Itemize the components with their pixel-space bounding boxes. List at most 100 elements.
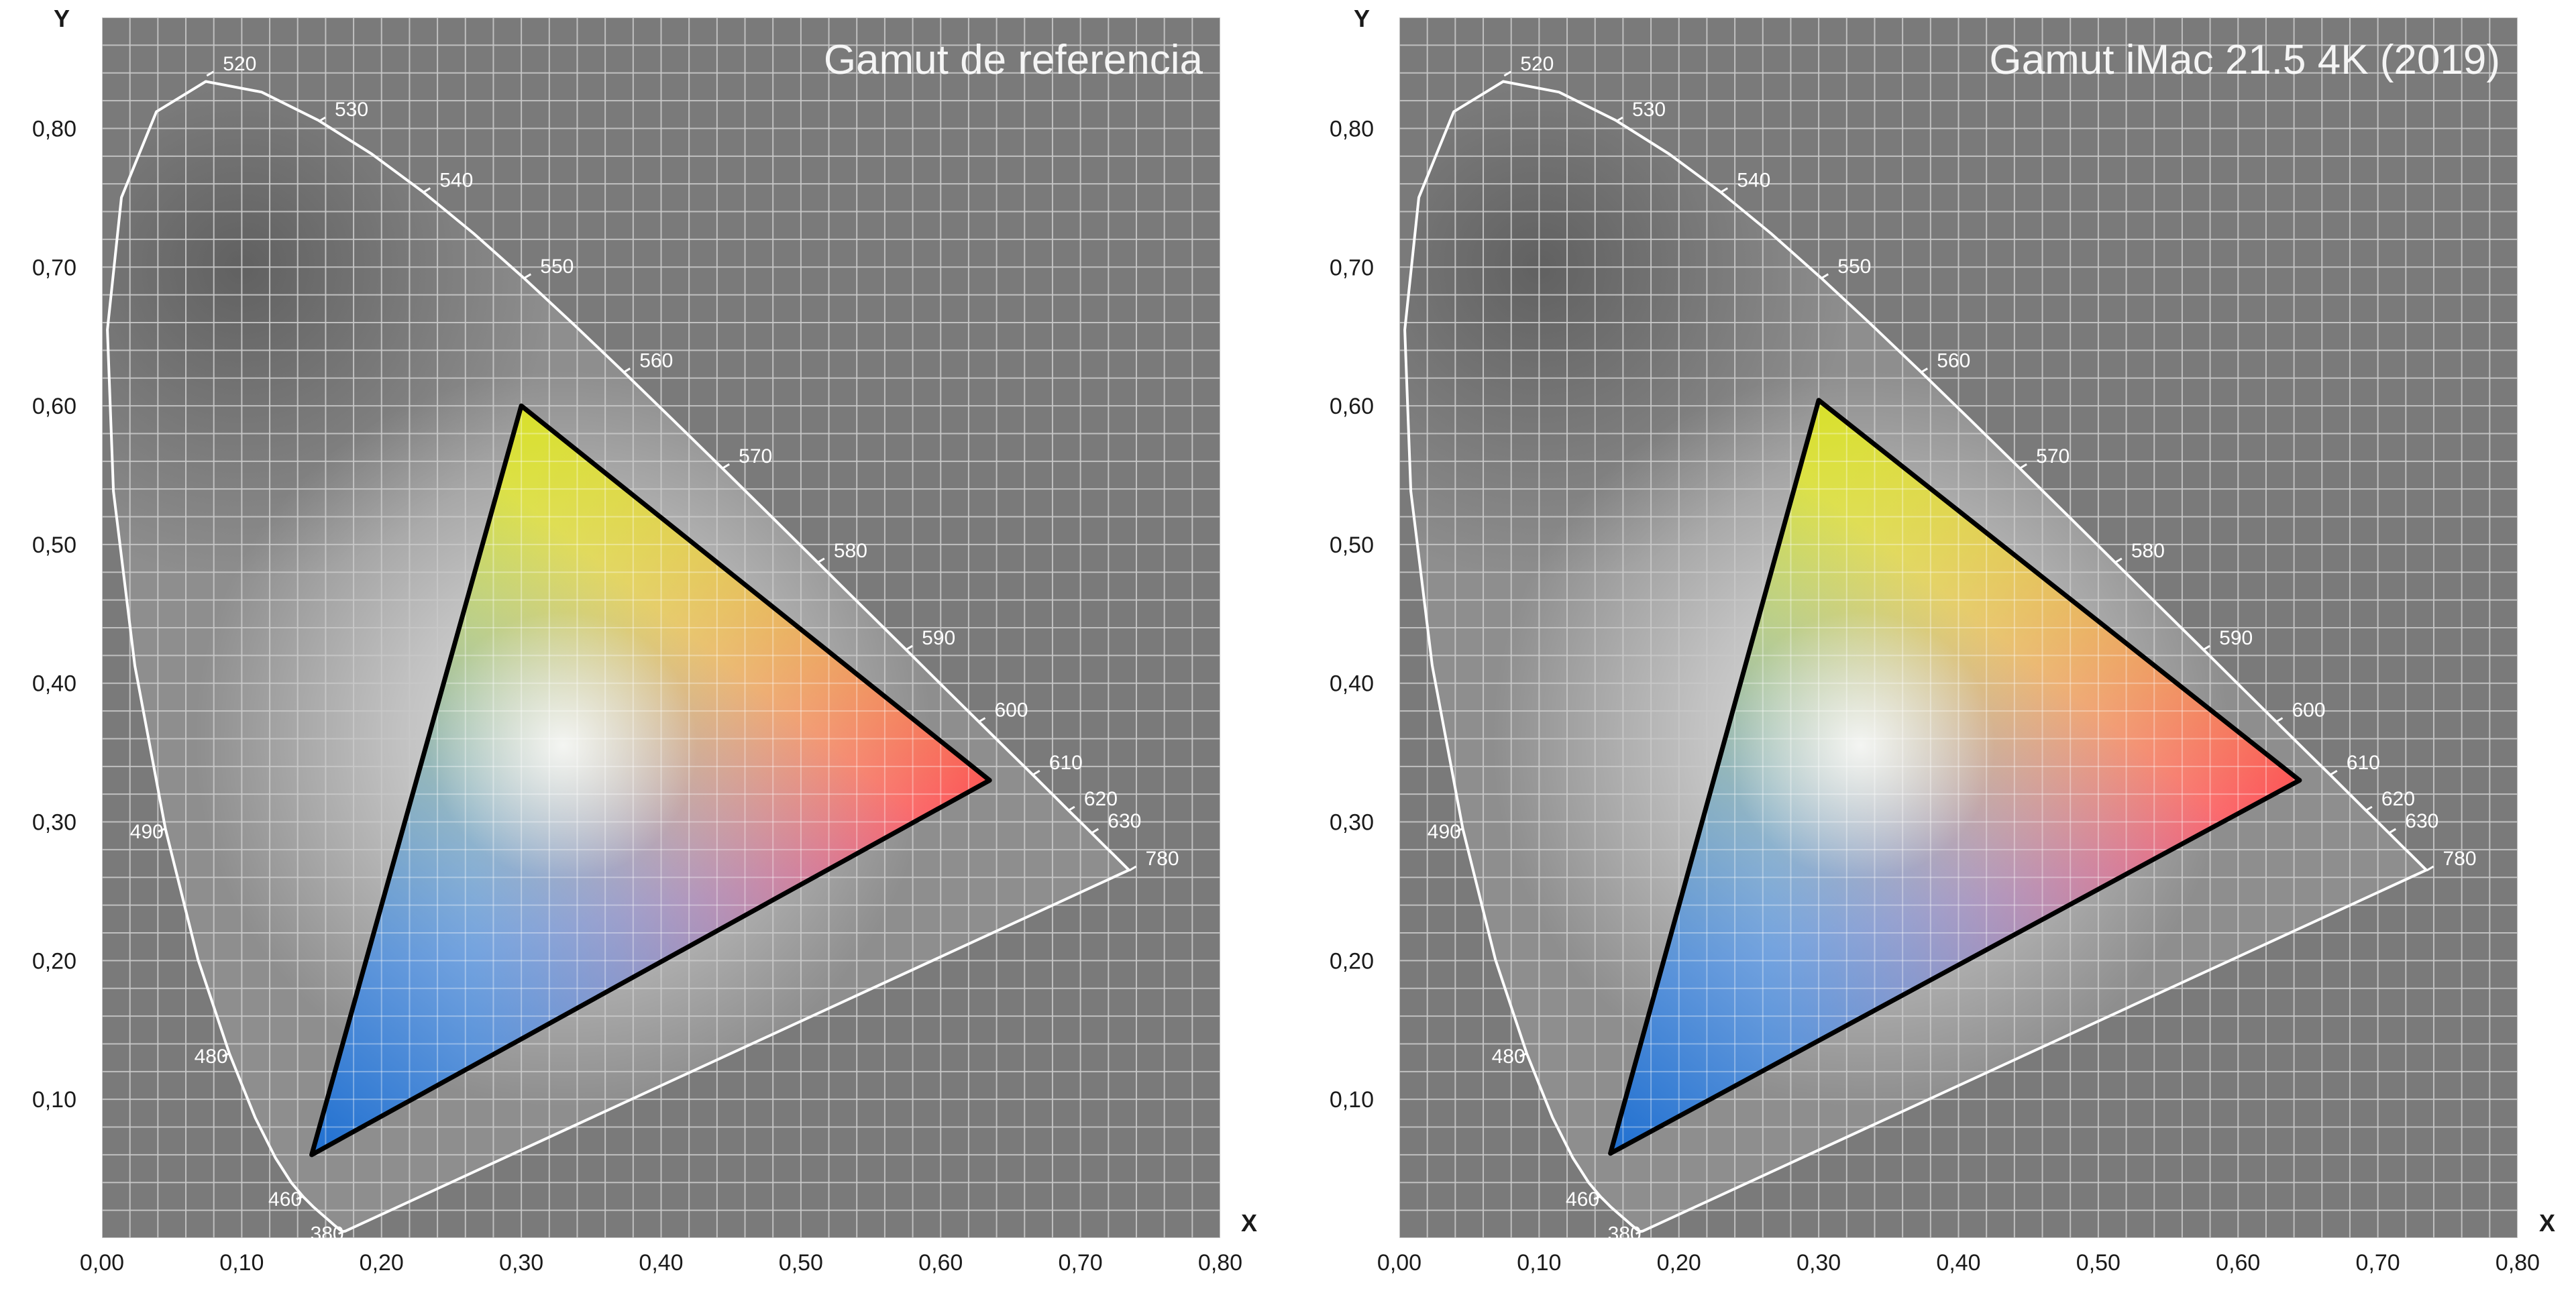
chart-title: Gamut de referencia	[824, 37, 1203, 83]
wavelength-label: 610	[2347, 752, 2380, 774]
y-tick-label: 0,80	[32, 116, 76, 142]
wavelength-tick	[1128, 865, 1137, 872]
wavelength-tick	[2275, 717, 2284, 723]
wavelength-label: 530	[335, 99, 368, 121]
wavelength-tick	[2365, 805, 2373, 812]
wavelength-tick	[2330, 769, 2338, 776]
wavelength-label: 490	[1428, 821, 1461, 843]
y-tick-label: 0,30	[32, 810, 76, 836]
y-tick-label: 0,10	[1330, 1087, 1374, 1113]
wavelength-label: 570	[739, 445, 772, 467]
wavelength-label: 580	[2131, 540, 2165, 562]
wavelength-tick	[2114, 557, 2123, 564]
wavelength-tick	[1720, 187, 1729, 193]
wavelength-label: 560	[1937, 349, 1970, 372]
y-tick-label: 0,20	[1330, 948, 1374, 974]
gamut-triangle-outline	[309, 403, 992, 1158]
wavelength-label: 460	[1566, 1188, 1599, 1211]
wavelength-tick	[905, 644, 913, 651]
wavelength-tick	[1032, 769, 1040, 776]
wavelength-tick	[1821, 273, 1829, 280]
y-tick-label: 0,70	[32, 255, 76, 280]
wavelength-label: 490	[130, 821, 164, 843]
y-tick-label: 0,70	[1330, 255, 1374, 280]
y-tick-label: 0,50	[32, 532, 76, 558]
wavelength-label: 570	[2036, 445, 2070, 467]
grid-lines	[1399, 17, 2518, 1238]
wavelength-label: 600	[2292, 699, 2326, 722]
x-tick-label: 0,30	[1796, 1250, 1841, 1276]
x-tick-label: 0,20	[1657, 1250, 1701, 1276]
spectral-locus-outline	[1403, 80, 2428, 1233]
y-tick-label: 0,30	[1330, 810, 1374, 836]
x-axis-label: X	[2539, 1209, 2555, 1237]
x-tick-label: 0,00	[1377, 1250, 1421, 1276]
wavelength-tick	[296, 1195, 304, 1200]
y-tick-label: 0,20	[32, 948, 76, 974]
wavelength-label: 480	[1492, 1046, 1525, 1068]
wavelength-tick	[318, 116, 326, 123]
wavelength-label: 550	[1837, 256, 1871, 278]
wavelength-label: 600	[995, 699, 1028, 722]
wavelength-label: 590	[922, 627, 955, 649]
wavelength-label: 780	[1146, 848, 1179, 870]
y-tick-label: 0,50	[1330, 532, 1374, 558]
x-tick-label: 0,30	[499, 1250, 543, 1276]
wavelength-tick	[1635, 1230, 1644, 1235]
spectral-locus-outline	[106, 80, 1130, 1233]
wavelength-tick	[1067, 805, 1075, 812]
chart-title: Gamut iMac 21.5 4K (2019)	[1989, 37, 2500, 83]
x-tick-label: 0,40	[1936, 1250, 1980, 1276]
wavelength-label: 380	[1608, 1223, 1642, 1245]
wavelength-label: 610	[1049, 752, 1083, 774]
x-tick-label: 0,50	[2076, 1250, 2121, 1276]
wavelength-tick	[1920, 368, 1929, 374]
x-tick-label: 0,00	[80, 1250, 124, 1276]
wavelength-tick	[722, 463, 730, 469]
wavelength-tick	[623, 368, 631, 374]
wavelength-tick	[338, 1230, 346, 1235]
wavelength-tick	[2202, 644, 2210, 651]
x-tick-label: 0,10	[1517, 1250, 1561, 1276]
wavelength-tick	[2426, 865, 2434, 872]
wavelength-tick	[1519, 1052, 1527, 1058]
wavelength-tick	[523, 273, 532, 280]
wavelength-label: 620	[2381, 788, 2415, 810]
y-axis-label: Y	[1354, 5, 1370, 32]
wavelength-tick	[1091, 828, 1099, 834]
wavelength-label: 630	[2405, 810, 2438, 832]
wavelength-tick	[206, 70, 215, 77]
wavelength-label: 520	[1520, 53, 1554, 75]
wavelength-label: 630	[1108, 810, 1141, 832]
wavelength-label: 460	[268, 1188, 302, 1211]
x-tick-label: 0,80	[1198, 1250, 1242, 1276]
gamut-triangle-outline	[1608, 398, 2302, 1156]
x-tick-label: 0,60	[2216, 1250, 2260, 1276]
x-tick-label: 0,70	[2356, 1250, 2400, 1276]
x-tick-label: 0,40	[639, 1250, 683, 1276]
wavelength-label: 540	[439, 170, 473, 192]
gamut-triangle-white-core	[1610, 400, 2300, 1154]
x-axis-label: X	[1241, 1209, 1257, 1237]
y-tick-label: 0,40	[32, 671, 76, 697]
wavelength-label: 580	[834, 540, 867, 562]
wavelength-tick	[1615, 116, 1623, 123]
x-tick-label: 0,50	[779, 1250, 823, 1276]
wavelength-tick	[817, 557, 825, 564]
wavelength-label: 540	[1737, 170, 1770, 192]
y-axis-label: Y	[54, 5, 70, 32]
x-tick-label: 0,20	[360, 1250, 404, 1276]
x-tick-label: 0,70	[1059, 1250, 1103, 1276]
y-tick-label: 0,10	[32, 1087, 76, 1113]
wavelength-tick	[222, 1052, 230, 1058]
wavelength-label: 520	[223, 53, 256, 75]
wavelength-label: 590	[2219, 627, 2253, 649]
wavelength-label: 380	[311, 1223, 344, 1245]
x-tick-label: 0,10	[219, 1250, 264, 1276]
wavelength-tick	[1455, 828, 1463, 833]
wavelength-tick	[2019, 463, 2027, 469]
